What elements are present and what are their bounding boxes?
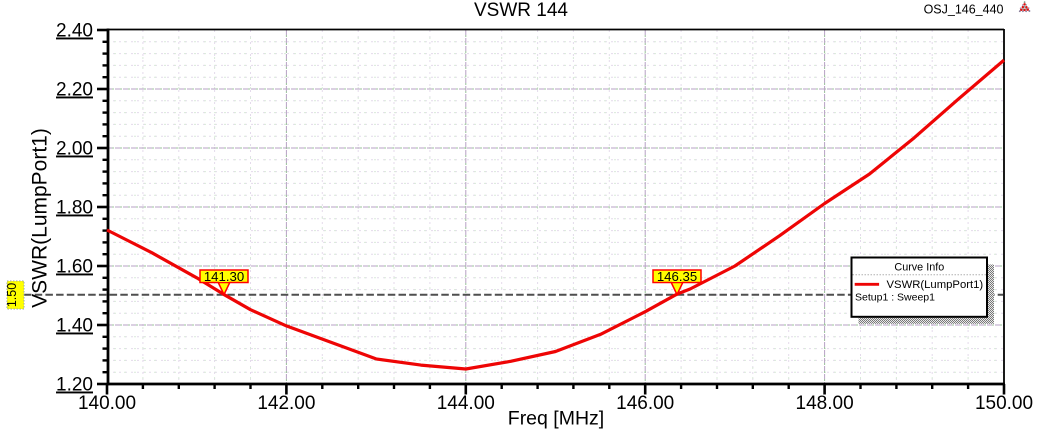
svg-text:1.80: 1.80: [56, 198, 93, 219]
svg-text:VSWR(LumpPort1): VSWR(LumpPort1): [29, 128, 52, 308]
svg-text:1.50: 1.50: [5, 283, 19, 307]
svg-text:OSJ_146_440: OSJ_146_440: [924, 3, 1004, 17]
svg-text:1.20: 1.20: [56, 375, 93, 396]
svg-text:146.35: 146.35: [657, 269, 697, 284]
svg-text:Curve Info: Curve Info: [894, 261, 944, 273]
svg-text:Setup1 : Sweep1: Setup1 : Sweep1: [855, 292, 935, 304]
svg-text:150.00: 150.00: [975, 393, 1033, 414]
svg-text:1.40: 1.40: [56, 316, 93, 337]
svg-text:148.00: 148.00: [796, 393, 854, 414]
svg-text:2.00: 2.00: [56, 139, 93, 160]
svg-text:144.00: 144.00: [437, 393, 495, 414]
svg-text:141.30: 141.30: [204, 269, 244, 284]
svg-text:140.00: 140.00: [78, 393, 136, 414]
svg-text:VSWR 144: VSWR 144: [474, 0, 568, 21]
svg-text:2.40: 2.40: [56, 21, 93, 42]
svg-text:2.20: 2.20: [56, 80, 93, 101]
svg-text:146.00: 146.00: [616, 393, 674, 414]
svg-text:142.00: 142.00: [257, 393, 315, 414]
svg-text:Freq [MHz]: Freq [MHz]: [508, 408, 604, 430]
svg-text:VSWR(LumpPort1): VSWR(LumpPort1): [887, 279, 984, 291]
svg-text:1.60: 1.60: [56, 257, 93, 278]
